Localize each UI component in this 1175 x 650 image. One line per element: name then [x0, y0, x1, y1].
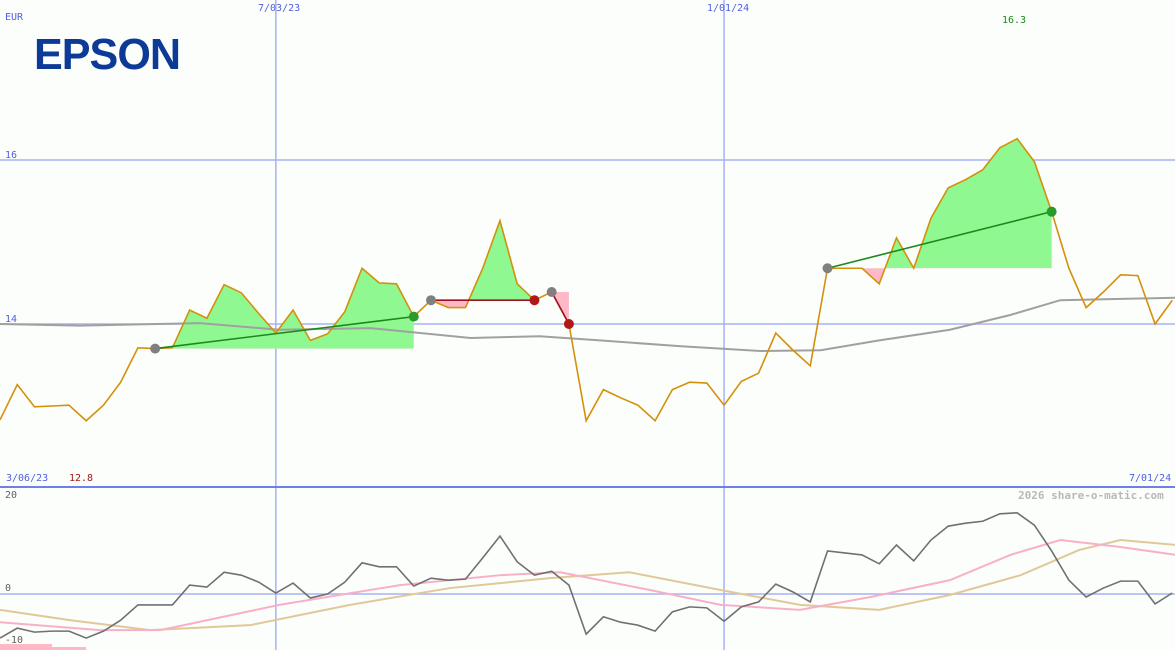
trade-entry-marker [426, 295, 436, 306]
moving-average-line [0, 296, 1175, 353]
trade-loss-area [431, 300, 535, 308]
trade-line [550, 291, 570, 325]
osc-line [0, 512, 1173, 639]
trade-entry-marker [546, 287, 557, 298]
x-tick-label: 7/03/23 [258, 3, 301, 14]
price-line [0, 137, 1173, 424]
x-end-label: 7/01/24 [1129, 473, 1172, 484]
y-tick-16: 16 [5, 150, 18, 161]
trade-exit-marker [529, 295, 540, 306]
osc-tick-20: 20 [5, 490, 18, 501]
osc-tick-minus10: -10 [5, 635, 24, 646]
trade-exit-marker [408, 311, 419, 322]
osc-tick-0: 0 [5, 583, 12, 594]
x-start-label: 3/06/23 [6, 473, 49, 484]
trade-line [155, 315, 414, 350]
trade-entry-marker [822, 263, 833, 274]
trade-exit-marker [563, 319, 574, 329]
low-price-label: 12.8 [69, 473, 94, 484]
trade-line [827, 210, 1052, 270]
osc-bar [0, 647, 86, 650]
high-price-label: 16.3 [1002, 15, 1027, 26]
osc-signal-line-pink [0, 539, 1175, 632]
y-tick-14: 14 [5, 314, 18, 325]
trade-gain-area [431, 220, 535, 301]
credit-watermark: 2026 share-o-matic.com [1018, 489, 1164, 502]
trade-exit-marker [1046, 206, 1057, 217]
x-tick-label: 1/01/24 [707, 3, 750, 14]
osc-signal-line-tan [0, 539, 1175, 632]
currency-label: EUR [5, 12, 24, 23]
company-logo: EPSON [34, 30, 181, 79]
trade-entry-marker [150, 343, 161, 354]
